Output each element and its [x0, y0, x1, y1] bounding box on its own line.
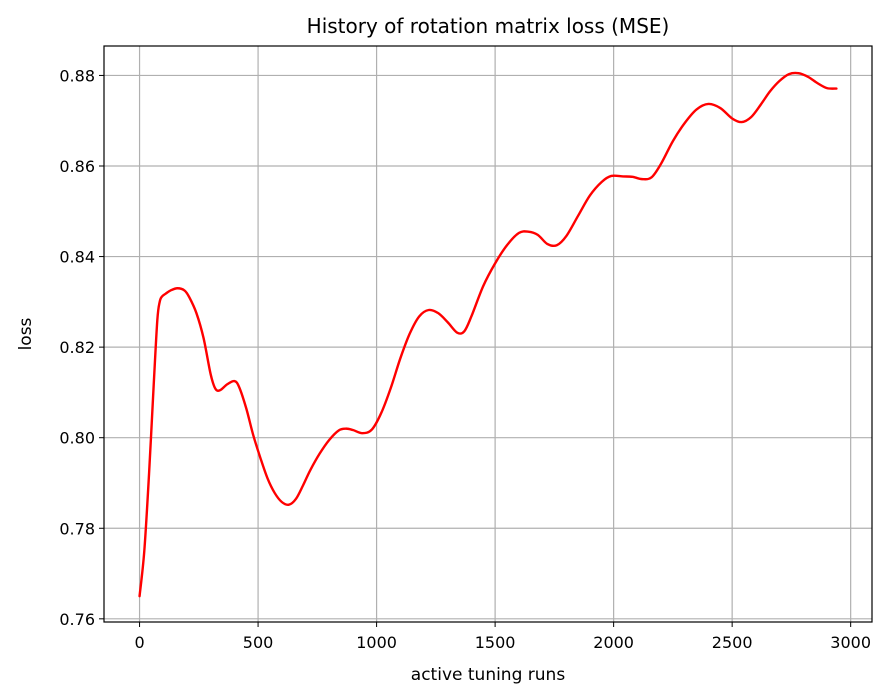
x-tick-label: 1500	[475, 633, 516, 652]
x-tick-label: 0	[134, 633, 144, 652]
y-tick-label: 0.78	[59, 519, 95, 538]
y-tick-label: 0.86	[59, 157, 95, 176]
plot-frame	[103, 45, 873, 623]
series-line-loss	[138, 71, 838, 598]
y-tick-label: 0.80	[59, 429, 95, 448]
y-tick-label: 0.76	[59, 610, 95, 629]
series-layer	[138, 71, 838, 598]
y-tick-label: 0.82	[59, 338, 95, 357]
grid	[104, 46, 872, 622]
ticks: 0 500 1000 1500 2000 2500 3000 0.76 0.78 0.80 0.82…	[59, 66, 871, 652]
x-tick-label: 1000	[356, 633, 397, 652]
x-tick-label: 500	[243, 633, 274, 652]
x-tick-label: 2500	[712, 633, 753, 652]
y-tick-label: 0.88	[59, 66, 95, 85]
x-tick-label: 3000	[830, 633, 871, 652]
x-tick-label: 2000	[593, 633, 634, 652]
y-tick-label: 0.84	[59, 248, 95, 267]
chart-title: History of rotation matrix loss (MSE)	[307, 14, 670, 38]
x-axis-label: active tuning runs	[411, 665, 566, 685]
y-axis-label: loss	[16, 317, 36, 350]
